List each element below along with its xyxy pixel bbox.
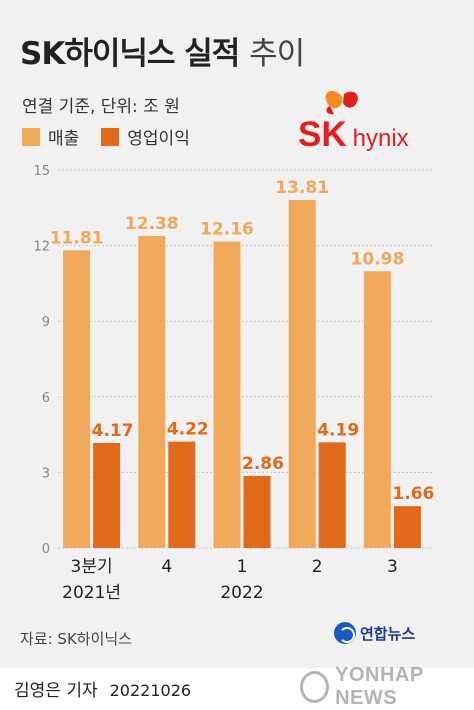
bar-chart: 0369121511.814.173분기2021년12.384.22412.16… [33,164,434,603]
data-label-profit: 1.66 [392,484,434,504]
bar-revenue [138,236,166,549]
y-tick-label: 0 [42,542,50,557]
reporter-name: 김영은 기자 [14,681,98,701]
data-label-revenue: 10.98 [351,249,405,269]
bar-profit [93,442,121,548]
byline: 김영은 기자 20221026 [14,676,191,701]
x-tick-label: 1 [237,557,248,577]
y-tick-label: 6 [42,391,50,406]
y-tick-label: 3 [42,466,50,481]
agency-logo: 연합뉴스 [334,622,415,644]
sk-hynix-logo [325,90,358,115]
data-label-profit: 4.19 [317,420,359,440]
legend-item-profit: 영업이익 [101,124,190,149]
x-tick-label: 3분기 [71,557,113,577]
y-tick-label: 12 [33,240,50,255]
bar-profit [243,475,271,548]
data-label-profit: 4.17 [92,421,134,441]
chart-legend: 매출 영업이익 [22,124,212,149]
legend-item-revenue: 매출 [22,124,79,149]
bar-profit [168,441,196,548]
data-label-revenue: 11.81 [50,228,104,248]
title-tail: 추이 [249,36,305,72]
infographic-card: SK하이닉스 실적 추이 연결 기준, 단위: 조 원 매출 영업이익 SK hy… [0,0,474,668]
bar-revenue [63,250,91,548]
x-tick-label: 4 [161,557,172,577]
x-tick-label: 2022 [220,583,263,603]
x-tick-label: 3 [387,557,398,577]
page-title: SK하이닉스 실적 추이 [20,28,305,73]
legend-label-revenue: 매출 [48,129,80,149]
logo-hynix-text: hynix [352,125,409,152]
bar-revenue [288,199,316,548]
title-main: SK하이닉스 실적 [20,36,240,72]
watermark: YONHAP NEWS [300,664,474,710]
data-label-revenue: 12.16 [200,220,254,240]
logo-sk-text: SK [298,115,347,154]
bar-revenue [213,241,241,548]
agency-name: 연합뉴스 [360,624,416,643]
x-tick-label: 2 [312,557,323,577]
bar-profit [318,442,346,548]
data-label-profit: 4.22 [167,420,209,440]
legend-label-profit: 영업이익 [127,129,190,149]
watermark-globe-icon [300,671,330,703]
data-label-revenue: 13.81 [275,178,329,198]
y-tick-label: 9 [42,315,50,330]
logo-wordmark: SK hynix [298,115,409,155]
sk-butterfly-icon [325,90,358,115]
data-label-revenue: 12.38 [125,214,179,234]
yonhap-globe-icon [334,622,356,644]
source-note: 자료: SK하이닉스 [20,630,132,648]
publish-date: 20221026 [109,681,192,700]
data-label-profit: 2.86 [242,454,284,474]
bar-profit [393,506,421,548]
chart-subtitle: 연결 기준, 단위: 조 원 [22,97,180,117]
bar-revenue [363,271,391,548]
y-tick-label: 15 [33,164,50,179]
legend-swatch-revenue [22,127,40,146]
watermark-text: YONHAP NEWS [335,664,424,709]
x-tick-label: 2021년 [62,583,121,603]
legend-swatch-profit [101,127,120,146]
